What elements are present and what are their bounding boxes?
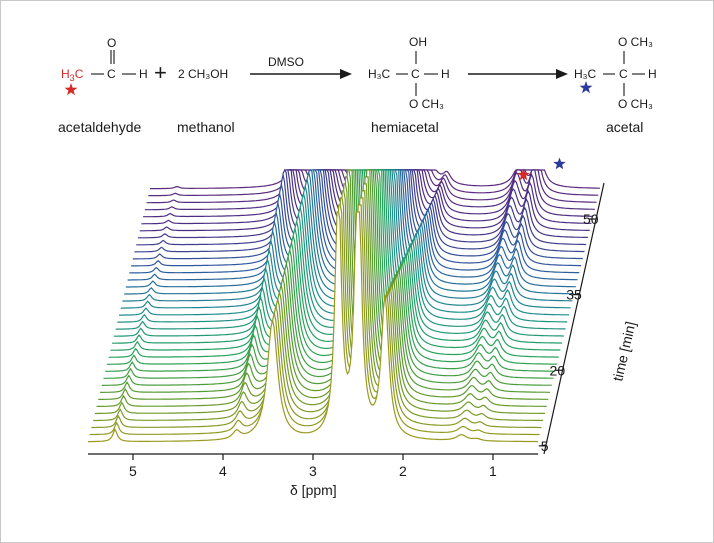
plus-sign: + <box>154 60 167 85</box>
hemiacetal-name: hemiacetal <box>371 119 439 135</box>
nmr-trace <box>106 169 557 365</box>
methanol-formula: 2 CH₃OH <box>178 67 228 81</box>
acetaldehyde-methyl: H3C <box>61 67 84 83</box>
acetal-hydrogen: H <box>648 67 657 81</box>
ppm-axis: 5 4 3 2 1 <box>88 453 538 479</box>
acetal-och3-top: O CH₃ <box>618 35 653 49</box>
red-star-marker <box>64 83 78 96</box>
acetal-carbon: C <box>619 67 628 81</box>
blue-star-marker-plot <box>553 157 566 170</box>
time-axis-line <box>543 182 605 455</box>
time-axis-label: time [min] <box>609 320 638 383</box>
hemiacetal-methyl: H₃C <box>368 67 391 81</box>
acetaldehyde-oxygen: O <box>107 36 116 50</box>
acetal-structure: O CH₃ H₃C C H O CH₃ acetal <box>574 35 657 135</box>
nmr-trace <box>100 169 551 393</box>
x-tick-label: 4 <box>219 463 227 479</box>
time-tick-label: 20 <box>550 362 566 378</box>
hemiacetal-structure: OH H₃C C H O CH₃ hemiacetal <box>368 35 450 135</box>
nmr-trace <box>98 169 549 400</box>
x-tick-label: 1 <box>489 463 497 479</box>
reaction-arrow-2 <box>468 69 568 79</box>
acetal-name: acetal <box>606 119 643 135</box>
nmr-trace <box>103 169 554 379</box>
time-tick-label: 50 <box>583 211 599 227</box>
acetaldehyde-hydrogen: H <box>139 67 148 81</box>
nmr-trace <box>94 183 545 415</box>
nmr-trace <box>101 169 552 386</box>
nmr-trace <box>96 176 547 408</box>
blue-star-marker-scheme <box>579 81 593 94</box>
nmr-trace <box>89 204 540 436</box>
acetal-methyl: H₃C <box>574 67 597 81</box>
nmr-trace <box>91 197 542 429</box>
hemiacetal-carbon: C <box>411 67 420 81</box>
nmr-trace <box>93 190 544 422</box>
red-star-marker-plot <box>517 168 530 181</box>
acetaldehyde-structure: H3C C O H acetaldehyde <box>58 36 148 135</box>
x-tick-label: 2 <box>399 463 407 479</box>
nmr-trace <box>88 211 539 443</box>
time-tick-label: 5 <box>541 438 549 454</box>
x-tick-label: 5 <box>129 463 137 479</box>
acetaldehyde-carbon: C <box>107 67 116 81</box>
dmso-label: DMSO <box>268 55 304 69</box>
methanol-name: methanol <box>177 119 235 135</box>
x-axis-label: δ [ppm] <box>290 482 337 498</box>
acetaldehyde-name: acetaldehyde <box>58 119 142 135</box>
peak-markers <box>517 157 566 181</box>
hemiacetal-hydrogen: H <box>441 67 450 81</box>
time-tick-label: 35 <box>566 287 582 303</box>
reaction-arrow-dmso: DMSO <box>250 55 352 79</box>
acetal-och3-bottom: O CH₃ <box>618 97 653 111</box>
methanol-structure: 2 CH₃OH methanol <box>177 67 235 135</box>
hemiacetal-oh: OH <box>409 35 427 49</box>
nmr-trace <box>105 169 556 372</box>
hemiacetal-och3: O CH₃ <box>409 97 444 111</box>
x-tick-label: 3 <box>309 463 317 479</box>
nmr-traces <box>88 168 600 443</box>
reaction-scheme: H3C C O H acetaldehyde + 2 CH₃OH methano… <box>58 35 657 135</box>
time-axis: 5 20 35 50 <box>538 182 605 455</box>
